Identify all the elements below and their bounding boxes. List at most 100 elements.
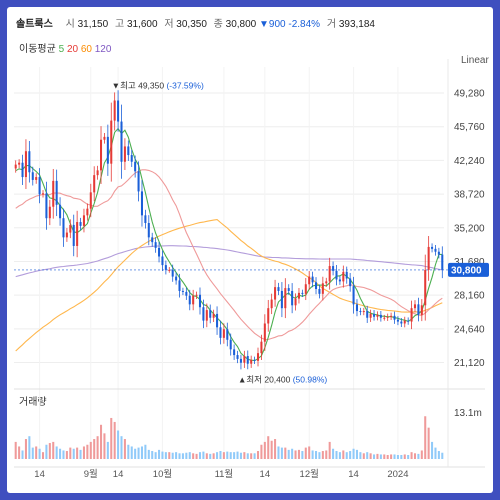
volume-bar [233,452,236,459]
candle-body [127,146,130,156]
volume-bar [69,447,72,459]
volume-bar [65,451,68,459]
volume-bar [24,439,27,459]
y-tick-label: 45,760 [454,122,485,133]
x-tick-label: 14 [113,469,124,480]
volume-bar [427,427,430,459]
volume-bar [355,449,358,459]
volume-bar [246,453,249,459]
volume-bar [93,439,96,459]
candle-body [407,320,410,322]
candle-body [219,327,222,338]
volume-bar [192,453,195,459]
ma120-legend[interactable]: 120 [94,44,112,55]
y-tick-label: 35,200 [454,223,485,234]
volume-bar [120,436,123,459]
volume-bar [407,455,410,459]
candle-body [188,295,191,305]
volume-bar [349,451,352,459]
volume-bar [137,447,140,459]
candle-body [355,304,358,312]
candle-body [195,294,198,296]
x-tick-label: 10월 [153,468,172,480]
volume-bar [52,441,55,459]
candle-body [158,247,161,257]
volume-panel-title: 거래량 [19,397,47,408]
candle-body [335,270,338,280]
volume-bar [396,455,399,459]
candle-body [260,341,263,354]
volume-bar [72,448,75,459]
volume-bar [410,452,413,459]
y-tick-label: 42,240 [454,156,485,167]
volume-bar [321,451,324,459]
volume-bar [318,452,321,459]
volume-bar [130,446,133,459]
candle-body [270,299,273,309]
candle-body [239,358,242,363]
candle-body [106,136,109,164]
candle-body [383,317,386,319]
candle-body [318,289,321,294]
volume-bar [301,451,304,459]
price-chart[interactable]: 49,280 45,760 42,240 38,720 35,200 31,680 28,1… [7,7,493,493]
ma20-legend[interactable]: 20 [66,44,79,55]
ma60-legend[interactable]: 60 [80,44,92,55]
candle-body [154,242,157,248]
volume-bar [287,449,290,459]
ma5-legend[interactable]: 5 [58,44,65,55]
candle-body [420,305,423,315]
candle-body [410,308,413,322]
volume-bar [35,446,38,459]
moving-average-legend[interactable]: 이동평균 5 20 60 120 [19,40,111,55]
candle-body [362,311,365,313]
volume-bar [229,452,232,459]
volume-bar [185,452,188,459]
candle-body [369,313,372,318]
volume-bar [127,444,130,459]
x-tick-label: 9월 [84,468,98,480]
candle-body [144,215,147,223]
candle-body [198,294,202,308]
volume-bar [14,441,17,459]
candle-body [332,266,335,271]
volume-bar [437,451,440,459]
volume-bar [38,448,41,459]
quote-header: 솔트룩스 시 31,150 고 31,600 저 30,350 종 30,800… [16,15,375,30]
candle-body [168,269,171,271]
volume-bar [441,452,444,459]
volume-bar [21,450,24,459]
high-annotation-pct: (-37.59%) [166,80,203,90]
ma20-line [15,169,443,341]
volume-bar [96,436,99,459]
volume-bar [413,453,417,459]
volume-bar [45,444,48,459]
candle-body [236,355,239,359]
candle-body [277,287,280,291]
volume-bar [243,452,246,459]
volume-bar [383,454,386,459]
volume-bar [366,452,369,459]
candle-body [55,180,58,205]
candle-body [267,308,270,324]
candle-body [151,237,154,243]
volume-bar [263,441,266,459]
candle-body [263,323,266,342]
volume-bar [41,452,45,459]
candle-body [250,359,253,364]
volume-bar [424,416,427,459]
volume-bar [181,453,184,459]
candle-body [413,304,417,309]
volume-bar [76,447,79,459]
volume-bar [212,453,215,459]
candle-body [345,271,348,279]
ma60-line [15,219,443,352]
scale-type-label[interactable]: Linear [461,55,489,66]
candle-body [65,232,68,238]
candle-body [291,290,294,306]
candle-body [171,269,174,277]
candle-body [301,292,304,294]
volume-bar [297,449,300,459]
candle-body [14,164,17,169]
candle-body [417,304,420,315]
